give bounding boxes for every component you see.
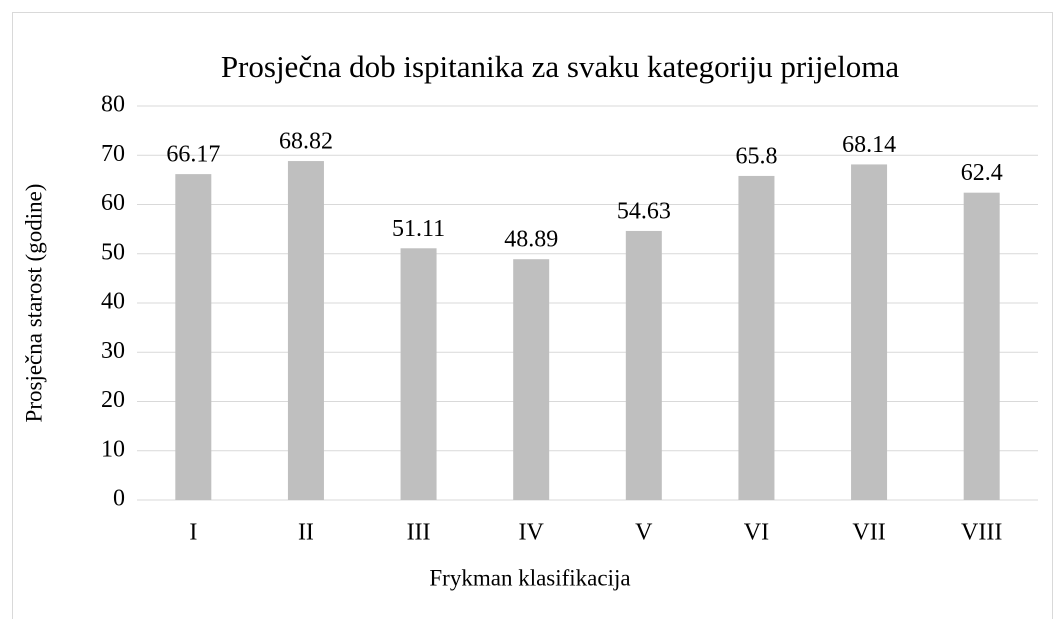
- data-label: 48.89: [504, 227, 558, 253]
- x-tick-label: IV: [519, 520, 545, 546]
- x-tick-label: I: [189, 520, 197, 546]
- bar: [963, 192, 1000, 500]
- bar: [175, 174, 212, 501]
- data-label: 68.14: [842, 132, 896, 158]
- x-tick-label: VIII: [961, 520, 1002, 546]
- x-tick-label: III: [407, 520, 431, 546]
- x-tick-label: VI: [744, 520, 769, 546]
- y-tick-label: 50: [101, 239, 125, 265]
- bar: [400, 248, 437, 500]
- x-tick-label: II: [298, 520, 314, 546]
- y-tick-label: 10: [101, 436, 125, 462]
- y-axis-label: Prosječna starost (godine): [21, 184, 46, 423]
- bar: [851, 164, 888, 500]
- x-axis-label: Frykman klasifikacija: [429, 565, 630, 590]
- y-tick-label: 60: [101, 190, 125, 216]
- data-label: 68.82: [279, 129, 333, 155]
- data-label: 62.4: [961, 160, 1003, 186]
- y-tick-label: 20: [101, 387, 125, 413]
- y-tick-label: 0: [113, 486, 125, 512]
- bar: [625, 230, 662, 500]
- y-tick-label: 70: [101, 141, 125, 167]
- y-tick-label: 80: [101, 92, 125, 118]
- bar: [513, 259, 550, 500]
- data-label: 51.11: [392, 216, 445, 242]
- chart-frame: [12, 12, 1053, 619]
- data-label: 65.8: [735, 143, 777, 169]
- y-tick-label: 30: [101, 338, 125, 364]
- data-label: 66.17: [166, 142, 220, 168]
- bar: [738, 175, 775, 500]
- x-tick-label: VII: [852, 520, 885, 546]
- chart-title: Prosječna dob ispitanika za svaku katego…: [221, 49, 900, 84]
- y-tick-label: 40: [101, 289, 125, 315]
- bar: [287, 161, 324, 500]
- x-tick-label: V: [635, 520, 653, 546]
- data-label: 54.63: [617, 198, 671, 224]
